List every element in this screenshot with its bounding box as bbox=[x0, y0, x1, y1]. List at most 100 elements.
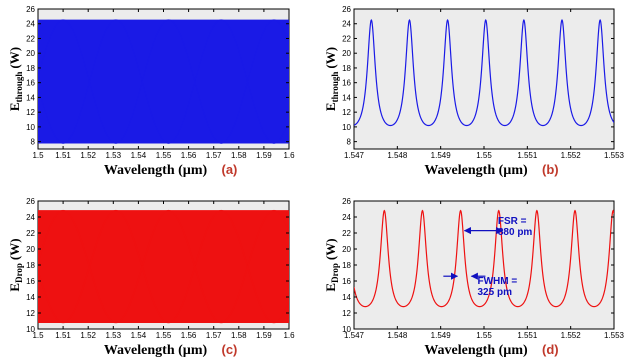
x-tick-label-a-5: 1.55 bbox=[156, 151, 172, 160]
y-axis-label-c: EDrop(W) bbox=[7, 238, 24, 291]
x-tick-label-a-10: 1.6 bbox=[283, 151, 295, 160]
y-tick-label-b-3: 14 bbox=[342, 93, 351, 102]
series-line-c bbox=[38, 210, 289, 324]
y-axis-label-a: Ethrough(W) bbox=[7, 47, 24, 111]
y-tick-label-b-9: 26 bbox=[342, 5, 351, 14]
x-tick-label-c-0: 1.5 bbox=[32, 331, 44, 340]
panel-b: 1.547 1.548 1.549 1.55 1.551 1.552 1.553 8 10 12 1… bbox=[323, 5, 624, 178]
x-tick-label-a-8: 1.58 bbox=[231, 151, 247, 160]
x-tick-label-d-6: 1.553 bbox=[604, 331, 624, 340]
y-tick-label-d-4: 18 bbox=[342, 261, 351, 270]
y-tick-label-a-1: 10 bbox=[26, 123, 35, 132]
y-tick-label-d-6: 22 bbox=[342, 229, 351, 238]
x-tick-label-d-3: 1.55 bbox=[476, 331, 492, 340]
y-tick-label-b-2: 12 bbox=[342, 108, 351, 117]
y-tick-label-a-7: 22 bbox=[26, 34, 35, 43]
x-tick-label-b-3: 1.55 bbox=[476, 151, 492, 160]
x-tick-label-c-8: 1.58 bbox=[231, 331, 247, 340]
x-tick-label-c-7: 1.57 bbox=[206, 331, 222, 340]
y-tick-label-a-6: 20 bbox=[26, 49, 35, 58]
series-line-d bbox=[354, 209, 614, 308]
x-tick-label-c-10: 1.6 bbox=[283, 331, 295, 340]
x-tick-label-d-5: 1.552 bbox=[561, 331, 582, 340]
panel-a: 1.5 1.51 1.52 1.53 1.54 1.55 1.56 1.57 1.58 1.59 1… bbox=[7, 5, 295, 178]
y-tick-label-c-5: 20 bbox=[26, 245, 35, 254]
y-tick-label-a-9: 26 bbox=[26, 5, 35, 14]
y-tick-label-a-2: 12 bbox=[26, 108, 35, 117]
x-tick-label-a-0: 1.5 bbox=[32, 151, 44, 160]
y-tick-label-b-6: 20 bbox=[342, 49, 351, 58]
panel-c: 1.5 1.51 1.52 1.53 1.54 1.55 1.56 1.57 1.58 1.59 1… bbox=[7, 197, 295, 358]
y-tick-label-b-4: 16 bbox=[342, 79, 351, 88]
x-tick-label-a-4: 1.54 bbox=[131, 151, 147, 160]
y-tick-label-c-2: 14 bbox=[26, 293, 35, 302]
y-tick-label-d-1: 12 bbox=[342, 309, 351, 318]
annotation-d-1: FWHM =325 pm bbox=[443, 272, 518, 298]
y-tick-label-b-1: 10 bbox=[342, 123, 351, 132]
y-tick-label-d-0: 10 bbox=[342, 325, 351, 334]
x-tick-label-d-1: 1.548 bbox=[387, 331, 408, 340]
x-tick-label-c-9: 1.59 bbox=[256, 331, 272, 340]
y-tick-label-a-5: 18 bbox=[26, 64, 35, 73]
y-tick-label-b-8: 24 bbox=[342, 20, 351, 29]
y-tick-label-c-4: 18 bbox=[26, 261, 35, 270]
y-tick-label-d-8: 26 bbox=[342, 197, 351, 206]
y-tick-label-d-7: 24 bbox=[342, 213, 351, 222]
beat-envelope-c-1 bbox=[38, 264, 289, 324]
plot-area-d bbox=[353, 200, 615, 330]
x-tick-label-b-4: 1.551 bbox=[517, 151, 538, 160]
y-tick-label-a-4: 16 bbox=[26, 79, 35, 88]
y-tick-label-a-0: 8 bbox=[31, 138, 36, 147]
panel-d: 1.547 1.548 1.549 1.55 1.551 1.552 1.553 10 12 14… bbox=[323, 197, 624, 358]
y-tick-label-c-8: 26 bbox=[26, 197, 35, 206]
x-tick-label-a-2: 1.52 bbox=[80, 151, 96, 160]
x-tick-label-a-6: 1.56 bbox=[181, 151, 197, 160]
y-tick-label-a-3: 14 bbox=[26, 93, 35, 102]
panel-label-d: (d) bbox=[542, 342, 559, 357]
x-tick-label-c-3: 1.53 bbox=[106, 331, 122, 340]
x-tick-label-b-5: 1.552 bbox=[561, 151, 582, 160]
panel-label-c: (c) bbox=[222, 342, 238, 357]
y-tick-label-a-8: 24 bbox=[26, 20, 35, 29]
x-tick-label-d-0: 1.547 bbox=[344, 331, 365, 340]
x-tick-label-b-6: 1.553 bbox=[604, 151, 624, 160]
x-tick-label-b-1: 1.548 bbox=[387, 151, 408, 160]
x-tick-label-c-5: 1.55 bbox=[156, 331, 172, 340]
y-tick-label-b-0: 8 bbox=[347, 138, 352, 147]
x-tick-label-c-4: 1.54 bbox=[131, 331, 147, 340]
y-tick-label-c-1: 12 bbox=[26, 309, 35, 318]
y-tick-label-c-7: 24 bbox=[26, 213, 35, 222]
y-tick-label-d-2: 14 bbox=[342, 293, 351, 302]
annotation-text-d-0-1: 880 pm bbox=[498, 227, 533, 238]
annotation-d-0: FSR =880 pm bbox=[463, 216, 533, 238]
series-line-a bbox=[38, 19, 289, 144]
y-tick-label-d-3: 16 bbox=[342, 277, 351, 286]
x-tick-label-b-0: 1.547 bbox=[344, 151, 365, 160]
x-tick-label-a-7: 1.57 bbox=[206, 151, 222, 160]
y-tick-label-b-5: 18 bbox=[342, 64, 351, 73]
x-axis-label-b: Wavelength (µm) bbox=[424, 163, 528, 178]
x-tick-label-a-9: 1.59 bbox=[256, 151, 272, 160]
annotation-text-d-1-1: 325 pm bbox=[478, 287, 513, 298]
annotation-text-d-0-0: FSR = bbox=[498, 216, 527, 227]
x-axis-label-d: Wavelength (µm) bbox=[424, 343, 528, 358]
y-axis-label-b: Ethrough(W) bbox=[323, 47, 340, 111]
x-tick-label-c-6: 1.56 bbox=[181, 331, 197, 340]
x-tick-label-c-1: 1.51 bbox=[55, 331, 71, 340]
y-tick-label-c-0: 10 bbox=[26, 325, 35, 334]
y-tick-label-d-5: 20 bbox=[342, 245, 351, 254]
x-tick-label-a-1: 1.51 bbox=[55, 151, 71, 160]
x-axis-label-c: Wavelength (µm) bbox=[104, 343, 208, 358]
y-tick-label-b-7: 22 bbox=[342, 34, 351, 43]
series-line-b bbox=[354, 18, 614, 127]
y-axis-label-d: EDrop(W) bbox=[323, 238, 340, 291]
panel-label-b: (b) bbox=[542, 162, 559, 177]
beat-envelope-a-0 bbox=[38, 19, 289, 85]
x-axis-label-a: Wavelength (µm) bbox=[104, 163, 208, 178]
annotation-text-d-1-0: FWHM = bbox=[478, 276, 518, 287]
x-tick-label-b-2: 1.549 bbox=[431, 151, 452, 160]
panel-label-a: (a) bbox=[222, 162, 238, 177]
x-tick-label-d-4: 1.551 bbox=[517, 331, 538, 340]
beat-envelope-c-0 bbox=[38, 209, 289, 270]
